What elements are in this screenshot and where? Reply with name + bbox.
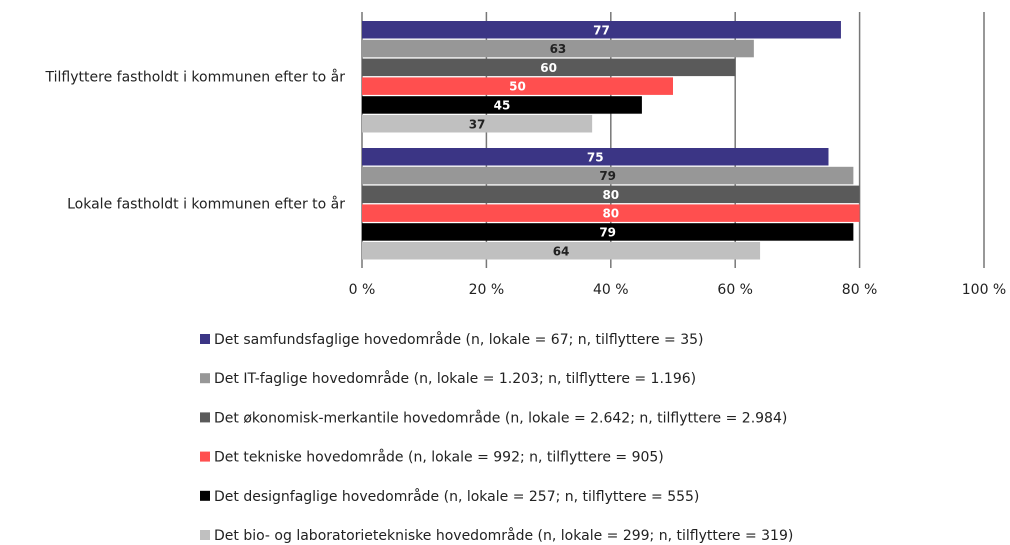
- value-label: 37: [469, 117, 486, 131]
- bar: [362, 148, 829, 166]
- legend-swatch: [200, 490, 210, 501]
- value-label: 77: [593, 23, 610, 37]
- x-tick-label: 40 %: [593, 282, 629, 298]
- bar: [362, 166, 854, 185]
- legend-swatch: [200, 451, 210, 462]
- value-label: 60: [540, 61, 557, 75]
- bar: [362, 77, 673, 95]
- value-label: 50: [509, 80, 526, 94]
- x-tick-label: 60 %: [717, 282, 753, 298]
- x-tick-label: 100 %: [962, 282, 1006, 298]
- bar: [362, 21, 841, 39]
- legend-swatch: [200, 530, 210, 540]
- legend-label: Det samfundsfaglige hovedområde (n, loka…: [214, 331, 704, 348]
- legend-swatch: [200, 334, 210, 344]
- legend-swatch: [200, 412, 210, 423]
- category-label: Tilflyttere fastholdt i kommunen efter t…: [45, 68, 346, 85]
- bar: [362, 39, 754, 58]
- x-tick-label: 20 %: [469, 282, 505, 298]
- legend-label: Det økonomisk-merkantile hovedområde (n,…: [214, 409, 787, 426]
- x-tick-label: 80 %: [842, 282, 878, 298]
- bar: [362, 115, 593, 133]
- value-label: 75: [587, 150, 604, 164]
- x-tick-label: 0 %: [349, 282, 376, 298]
- value-label: 79: [599, 225, 616, 239]
- bar: [362, 223, 854, 241]
- value-label: 45: [494, 98, 511, 112]
- value-label: 79: [599, 169, 616, 183]
- bar: [362, 204, 860, 222]
- value-label: 63: [550, 42, 567, 56]
- legend-label: Det tekniske hovedområde (n, lokale = 99…: [214, 449, 664, 466]
- legend-label: Det designfaglige hovedområde (n, lokale…: [214, 488, 699, 505]
- legend-label: Det IT-faglige hovedområde (n, lokale = …: [214, 370, 696, 387]
- value-label: 80: [602, 207, 619, 221]
- value-label: 80: [602, 188, 619, 202]
- bar: [362, 185, 860, 204]
- legend-label: Det bio- og laboratorietekniske hovedomr…: [214, 527, 793, 544]
- category-label: Lokale fastholdt i kommunen efter to år: [67, 195, 345, 212]
- bar: [362, 96, 642, 114]
- bar: [362, 242, 761, 260]
- bar: [362, 58, 736, 77]
- value-label: 64: [553, 244, 570, 258]
- legend-swatch: [200, 373, 210, 384]
